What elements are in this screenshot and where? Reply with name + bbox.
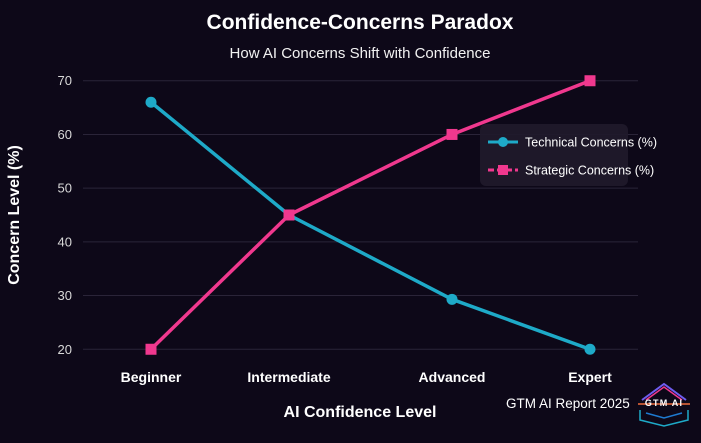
data-point — [283, 209, 295, 221]
chart-subtitle: How AI Concerns Shift with Confidence — [230, 45, 491, 62]
data-point — [145, 96, 157, 108]
data-point — [145, 343, 157, 355]
y-tick-label: 20 — [58, 342, 72, 357]
legend-label: Strategic Concerns (%) — [525, 164, 654, 178]
x-tick-label: Expert — [568, 369, 612, 385]
legend: Technical Concerns (%) Strategic Concerns… — [480, 124, 657, 186]
chart-title: Confidence-Concerns Paradox — [207, 11, 514, 34]
data-point — [446, 128, 458, 140]
y-axis-label: Concern Level (%) — [6, 145, 23, 285]
data-point — [584, 343, 596, 355]
legend-label: Technical Concerns (%) — [525, 136, 657, 150]
y-tick-label: 40 — [58, 234, 72, 249]
y-tick-label: 50 — [58, 181, 72, 196]
y-tick-label: 60 — [58, 127, 72, 142]
data-point — [584, 75, 596, 87]
series-line — [149, 78, 592, 352]
x-axis-ticks: Beginner Intermediate Advanced Expert — [121, 369, 612, 385]
series-layer — [145, 75, 596, 355]
series-line — [149, 100, 592, 352]
x-tick-label: Beginner — [121, 369, 182, 385]
footer-source: GTM AI Report 2025 — [506, 396, 630, 411]
y-axis-ticks: 20 30 40 50 60 70 — [58, 73, 72, 357]
x-axis-label: AI Confidence Level — [284, 404, 437, 421]
series-strategic — [145, 75, 596, 355]
gtm-ai-logo: GTM AI — [638, 382, 690, 427]
legend-marker — [498, 165, 508, 175]
y-tick-label: 70 — [58, 73, 72, 88]
x-tick-label: Intermediate — [247, 369, 330, 385]
data-point — [446, 293, 458, 305]
y-tick-label: 30 — [58, 288, 72, 303]
x-tick-label: Advanced — [419, 369, 486, 385]
grid-lines — [83, 80, 638, 350]
logo-text: GTM AI — [645, 398, 683, 408]
legend-marker — [498, 137, 508, 147]
